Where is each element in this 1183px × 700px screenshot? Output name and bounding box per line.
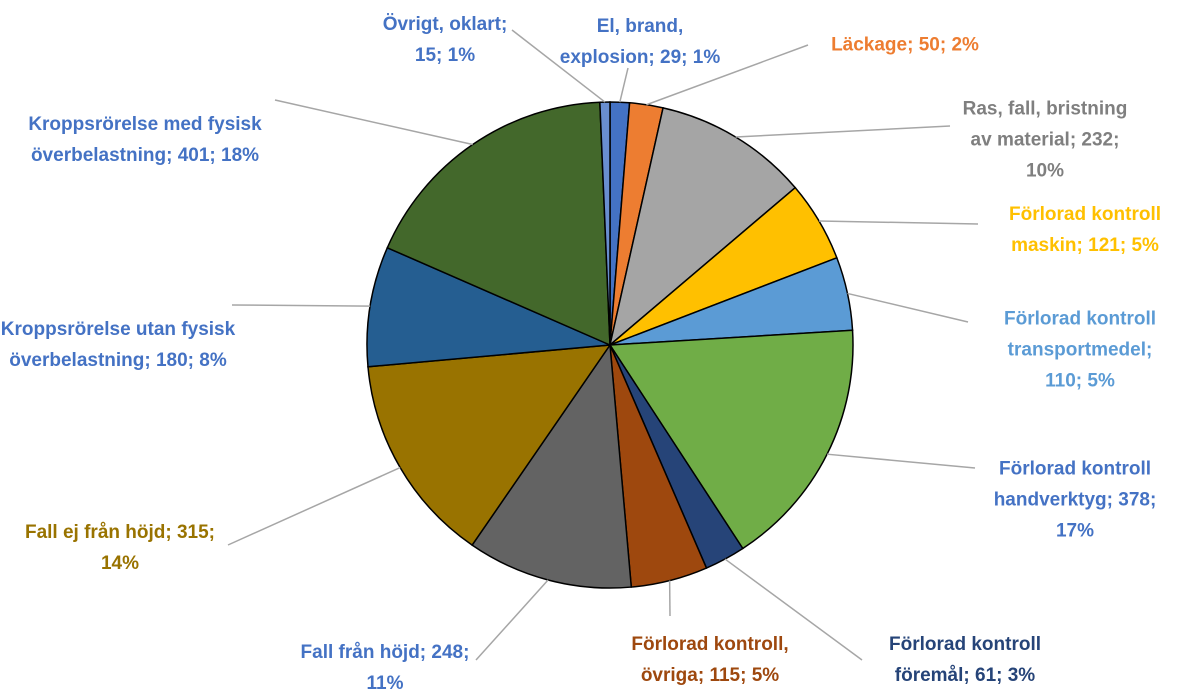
data-label: El, brand, explosion; 29; 1% (559, 16, 721, 68)
leader-line (724, 558, 863, 661)
pie-slice (367, 344, 612, 547)
leader-line (847, 292, 969, 323)
data-label: Förlorad kontroll maskin; 121; 5% (1009, 204, 1161, 256)
data-label: Fall från höjd; 248; 11% (300, 642, 470, 694)
data-label: Förlorad kontroll föremål; 61; 3% (889, 634, 1041, 686)
data-label: Fall ej från höjd; 315; 14% (24, 522, 216, 574)
data-label: Kroppsrörelse med fysisk överbelastning;… (28, 114, 262, 166)
pie-slice (386, 101, 611, 347)
leader-line (619, 67, 629, 103)
data-label: Förlorad kontroll, övriga; 115; 5% (631, 634, 789, 686)
pie-slice (608, 106, 797, 348)
leader-line (231, 304, 371, 307)
leader-line (818, 220, 979, 225)
leader-line (827, 453, 976, 469)
data-label: Förlorad kontroll transportmedel; 110; 5… (1004, 308, 1156, 392)
leader-line (274, 99, 473, 146)
data-label: Förlorad kontroll handverktyg; 378; 17% (993, 458, 1157, 542)
data-label: Ras, fall, bristning av material; 232; 1… (962, 98, 1128, 182)
data-label: Läckage; 50; 2% (831, 34, 979, 56)
leader-line (227, 466, 401, 546)
pie-slice (471, 342, 633, 589)
leader-line (646, 44, 809, 106)
leader-line (735, 125, 951, 138)
data-label: Kroppsrörelse utan fysisk överbelastning… (0, 319, 236, 371)
leader-line (475, 579, 549, 661)
data-label: Övrigt, oklart; 15; 1% (382, 14, 508, 66)
leader-line (511, 29, 606, 103)
